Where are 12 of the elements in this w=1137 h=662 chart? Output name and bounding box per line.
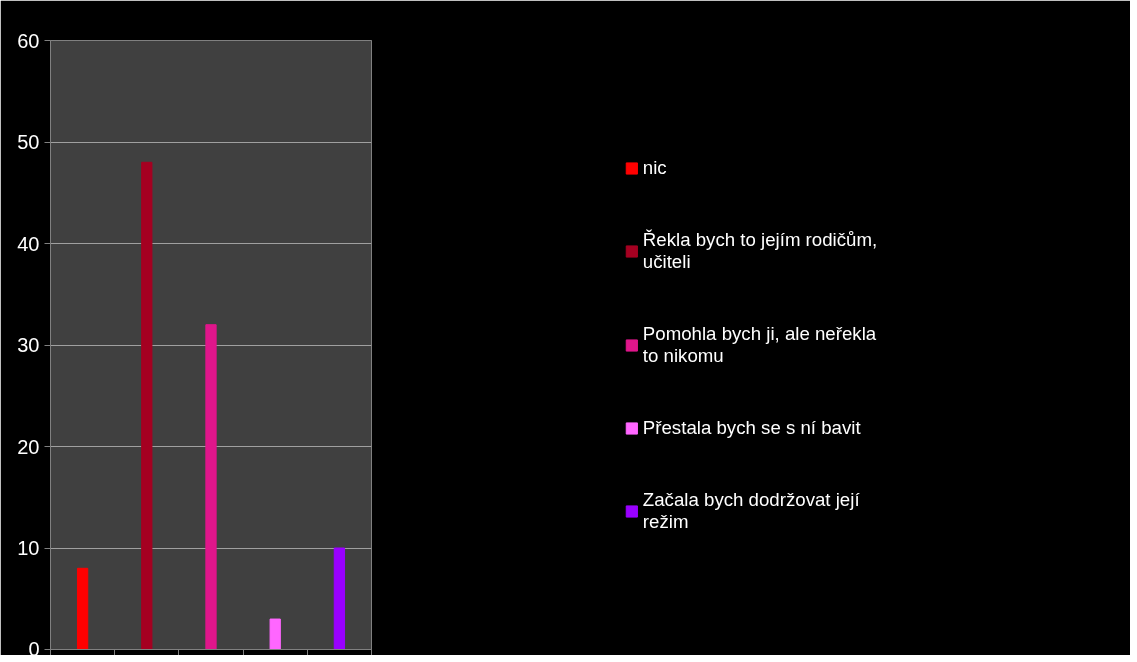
y-tick-label: 60 (17, 29, 40, 52)
legend-label: Začala bych dodržovat její režim (642, 488, 860, 533)
y-tick-label: 10 (17, 537, 40, 559)
y-tick-label: 30 (17, 334, 40, 356)
legend-label: Přestala bych se s ní bavit (642, 416, 861, 439)
legend-label: Pomohla bych ji, ale neřekla to nikomu (642, 322, 877, 367)
legend-label: nic (642, 156, 667, 179)
y-tick-label: 40 (17, 232, 40, 255)
legend-label: Řekla bych to jejím rodičům, učiteli (642, 228, 878, 273)
y-tick-label: 20 (17, 435, 40, 458)
y-tick-label: 50 (17, 131, 40, 153)
y-tick-label: 0 (28, 637, 40, 660)
